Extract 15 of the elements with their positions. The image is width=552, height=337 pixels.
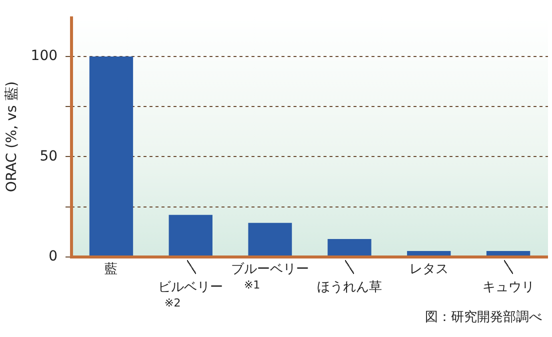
text: 図：研究開発部調べ — [425, 310, 542, 325]
bar — [248, 222, 292, 256]
bar — [168, 214, 212, 256]
x-tick-label: キュウリ — [482, 280, 534, 295]
bar — [328, 238, 372, 256]
y-axis-title: ORAC (%, vs 藍) — [4, 81, 20, 192]
x-tick-label: 藍 — [104, 262, 118, 277]
y-tick-label: 0 — [48, 248, 58, 265]
x-tick-label: ビルベリー ※2 — [158, 280, 224, 310]
x-tick-label: ほうれん草 — [316, 280, 382, 295]
x-tick-label: レタス — [409, 262, 448, 277]
y-tick-label: 50 — [40, 148, 58, 164]
y-tick-label: 100 — [30, 48, 58, 64]
bar — [89, 56, 134, 256]
x-tick-label: ブルーベリー ※1 — [231, 262, 310, 292]
